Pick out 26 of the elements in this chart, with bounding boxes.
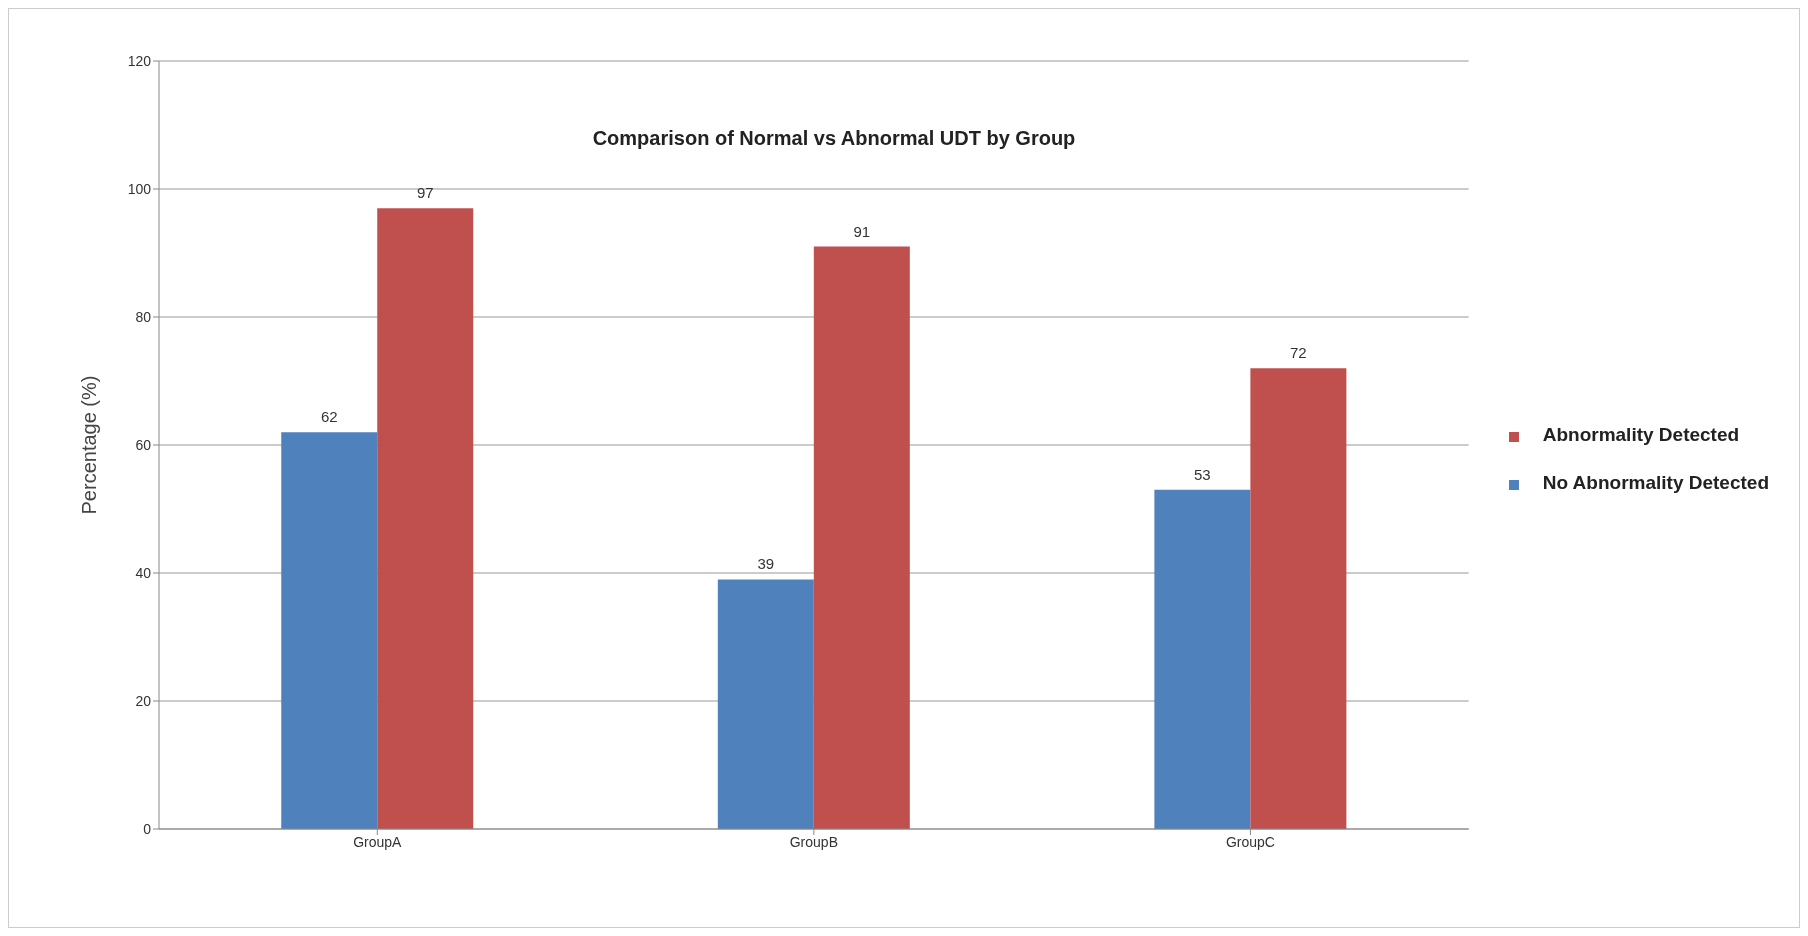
y-tick-label: 40	[135, 564, 152, 581]
x-tick-label: GroupB	[789, 833, 838, 850]
bar	[281, 432, 378, 829]
bar	[1250, 368, 1347, 829]
legend-label: Abnormality Detected	[1542, 424, 1740, 445]
bar	[377, 208, 474, 829]
data-label: 91	[853, 222, 871, 240]
x-tick-label: GroupA	[353, 833, 403, 850]
text: Comparison of Normal vs Abnormal UDT by Group	[591, 127, 1077, 150]
y-tick-label: 100	[127, 180, 152, 197]
bar	[1154, 489, 1251, 829]
data-label: 72	[1290, 344, 1307, 362]
y-tick-label: 0	[143, 820, 152, 837]
y-axis-title: Percentage (%)	[78, 375, 101, 515]
legend-label: No Abnormality Detected	[1542, 472, 1769, 493]
y-tick-label: 80	[135, 308, 152, 325]
data-label: 53	[1194, 465, 1211, 483]
data-label: 97	[416, 184, 434, 202]
y-tick-label: 60	[135, 436, 152, 453]
data-label: 62	[320, 408, 338, 426]
bar	[813, 246, 910, 829]
x-tick-label: GroupC	[1225, 833, 1275, 850]
y-tick-label: 20	[135, 692, 152, 709]
data-label: 39	[757, 555, 775, 573]
y-tick-label: 120	[127, 52, 152, 69]
bar	[717, 579, 814, 829]
